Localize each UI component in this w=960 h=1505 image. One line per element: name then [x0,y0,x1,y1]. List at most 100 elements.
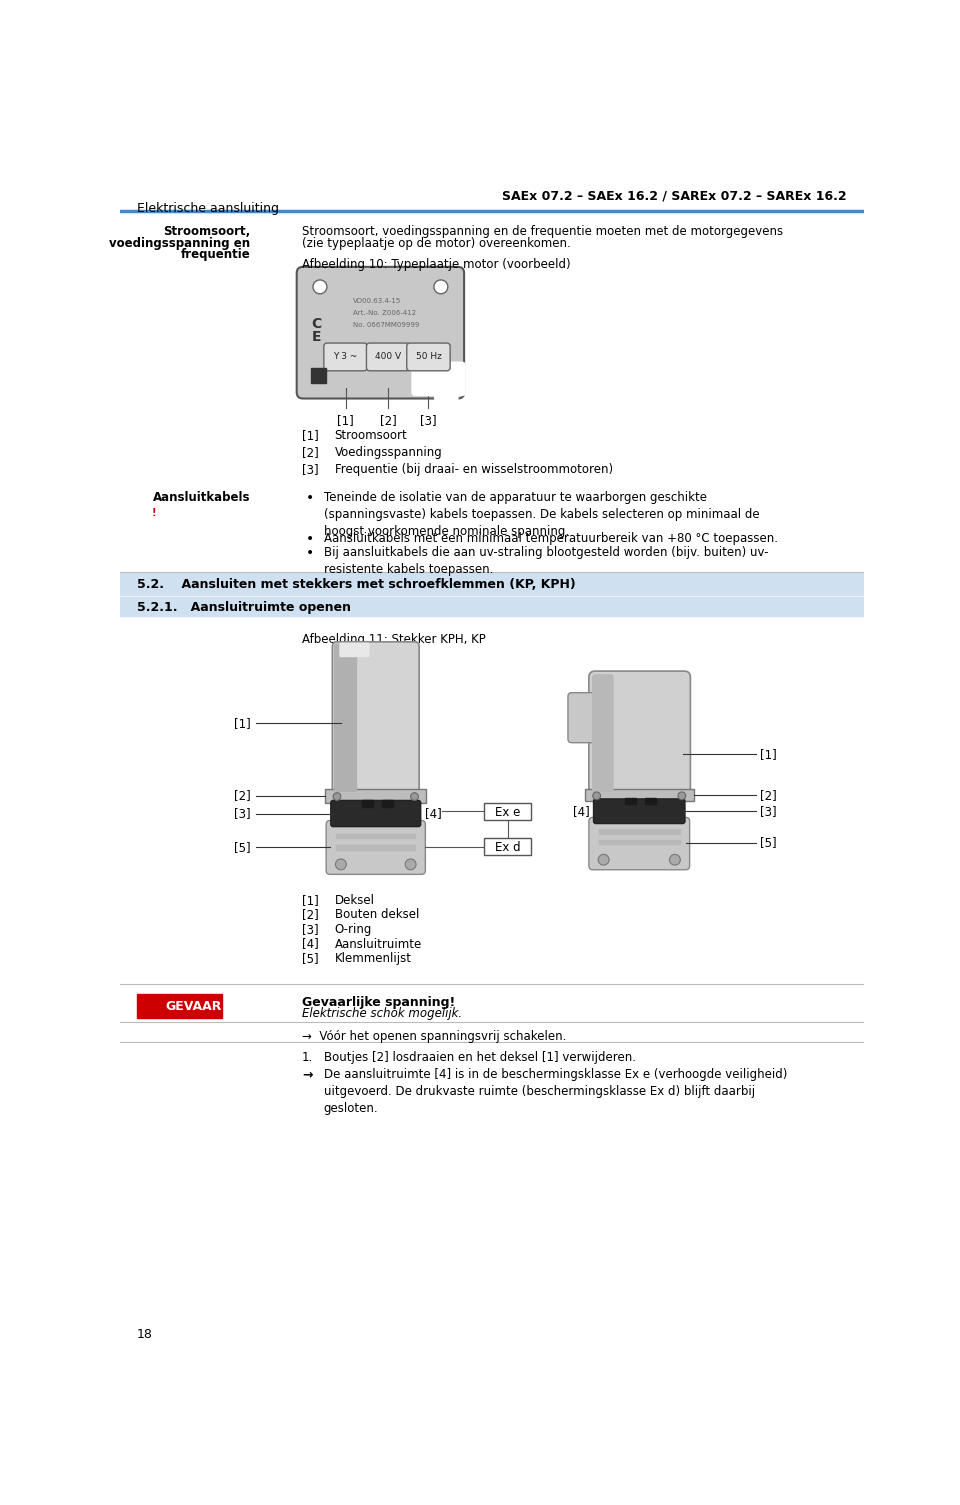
Text: [4]: [4] [302,938,319,951]
Polygon shape [146,509,162,522]
FancyBboxPatch shape [297,266,464,399]
Text: Gevaarlijke spanning!: Gevaarlijke spanning! [302,996,455,1008]
Bar [585,789,693,801]
FancyBboxPatch shape [407,343,450,370]
Bar [625,798,636,804]
FancyBboxPatch shape [332,641,420,793]
Text: [2]: [2] [234,789,251,802]
Bar [484,802,531,820]
Text: Boutjes [2] losdraaien en het deksel [1] verwijderen.: Boutjes [2] losdraaien en het deksel [1]… [324,1052,636,1064]
Circle shape [434,280,447,293]
Wedge shape [435,396,458,420]
Text: •: • [305,491,314,504]
Text: Bouten deksel: Bouten deksel [335,908,420,921]
Text: Teneinde de isolatie van de apparatuur te waarborgen geschikte
(spanningsvaste) : Teneinde de isolatie van de apparatuur t… [324,491,759,537]
FancyBboxPatch shape [568,692,603,742]
Text: [1]: [1] [760,748,777,760]
Bar [137,995,223,1017]
FancyBboxPatch shape [588,817,689,870]
Text: SAEx 07.2 – SAEx 16.2 / SAREx 07.2 – SAREx 16.2: SAEx 07.2 – SAEx 16.2 / SAREx 07.2 – SAR… [502,190,847,203]
Text: [2]: [2] [380,414,396,427]
Text: voedingsspanning en: voedingsspanning en [109,236,251,250]
Circle shape [313,280,327,293]
Bar [599,829,680,834]
Text: Klemmenlijst: Klemmenlijst [335,953,412,965]
Text: Elektrische aansluiting: Elektrische aansluiting [137,202,279,215]
Text: [1]: [1] [302,429,319,442]
Text: Frequentie (bij draai- en wisselstroommotoren): Frequentie (bij draai- en wisselstroommo… [335,464,612,476]
Text: Voedingsspanning: Voedingsspanning [335,447,443,459]
FancyBboxPatch shape [326,820,425,874]
Text: !: ! [152,509,156,518]
Circle shape [669,855,681,865]
Circle shape [333,793,341,801]
Text: [5]: [5] [234,841,251,853]
Circle shape [592,792,601,799]
Text: Ex d: Ex d [494,841,520,853]
Bar [311,367,326,384]
Bar [120,573,864,594]
Text: [2]: [2] [760,789,777,802]
Bar [325,789,426,802]
Text: [5]: [5] [760,837,777,849]
Text: Afbeelding 10: Typeplaatje motor (voorbeeld): Afbeelding 10: Typeplaatje motor (voorbe… [302,257,571,271]
Text: 50 Hz: 50 Hz [416,352,442,361]
Circle shape [405,859,416,870]
Text: 1.: 1. [302,1052,313,1064]
Text: Stroomsoort, voedingsspanning en de frequentie moeten met de motorgegevens: Stroomsoort, voedingsspanning en de freq… [302,226,783,238]
Bar [120,597,864,616]
Text: C
E: C E [312,318,322,345]
Text: 400 V: 400 V [375,352,401,361]
Text: [1]: [1] [337,414,354,427]
Bar [336,846,416,850]
Text: Stroomsoort,: Stroomsoort, [163,226,251,238]
FancyBboxPatch shape [367,343,410,370]
Text: Deksel: Deksel [335,894,374,906]
FancyBboxPatch shape [339,643,370,658]
Text: [1]: [1] [234,716,251,730]
Circle shape [411,793,419,801]
Text: 18: 18 [137,1327,153,1341]
Bar [484,838,531,855]
FancyBboxPatch shape [593,799,685,823]
Text: De aansluitruimte [4] is in de beschermingsklasse Ex e (verhoogde veiligheid)
ui: De aansluitruimte [4] is in de beschermi… [324,1069,787,1115]
Text: [3]: [3] [234,807,251,820]
Text: [3]: [3] [302,923,319,936]
Bar [599,840,680,844]
Text: Aansluitkabels met een minimaal temperatuurbereik van +80 °C toepassen.: Aansluitkabels met een minimaal temperat… [324,533,778,545]
Text: GEVAAR: GEVAAR [165,1001,222,1013]
Text: [3]: [3] [302,464,319,476]
Circle shape [335,859,347,870]
Text: 5.2.1.   Aansluitruimte openen: 5.2.1. Aansluitruimte openen [137,600,351,614]
Text: [5]: [5] [302,953,319,965]
Text: VD00.63.4-15: VD00.63.4-15 [353,298,401,304]
Text: [2]: [2] [302,447,319,459]
Text: Afbeelding 11: Stekker KPH, KP: Afbeelding 11: Stekker KPH, KP [302,632,486,646]
Text: Aansluitkabels: Aansluitkabels [153,491,251,504]
Bar [336,834,416,838]
Text: (zie typeplaatje op de motor) overeenkomen.: (zie typeplaatje op de motor) overeenkom… [302,236,571,250]
Text: •: • [305,533,314,546]
Circle shape [678,792,685,799]
Text: [2]: [2] [302,908,319,921]
Text: No. 0667MM09999: No. 0667MM09999 [353,322,420,328]
Text: •: • [305,546,314,560]
FancyBboxPatch shape [412,361,466,396]
Text: 5.2.    Aansluiten met stekkers met schroefklemmen (KP, KPH): 5.2. Aansluiten met stekkers met schroef… [137,578,576,591]
Text: [3]: [3] [760,805,777,817]
Text: [4]: [4] [573,805,589,817]
Circle shape [598,855,609,865]
Text: [1]: [1] [302,894,319,906]
Text: Elektrische schok mogelijk.: Elektrische schok mogelijk. [302,1007,463,1020]
Text: Ex e: Ex e [494,805,520,819]
Text: Bij aansluitkabels die aan uv-straling blootgesteld worden (bijv. buiten) uv-
re: Bij aansluitkabels die aan uv-straling b… [324,546,768,576]
Text: Art.-No. Z006-412: Art.-No. Z006-412 [353,310,417,316]
FancyBboxPatch shape [334,643,357,792]
Text: →: → [302,1069,313,1082]
Text: [4]: [4] [424,807,442,820]
FancyBboxPatch shape [588,671,690,795]
Bar [382,801,393,807]
FancyBboxPatch shape [324,343,368,370]
Bar [645,798,657,804]
Text: frequentie: frequentie [180,248,251,262]
